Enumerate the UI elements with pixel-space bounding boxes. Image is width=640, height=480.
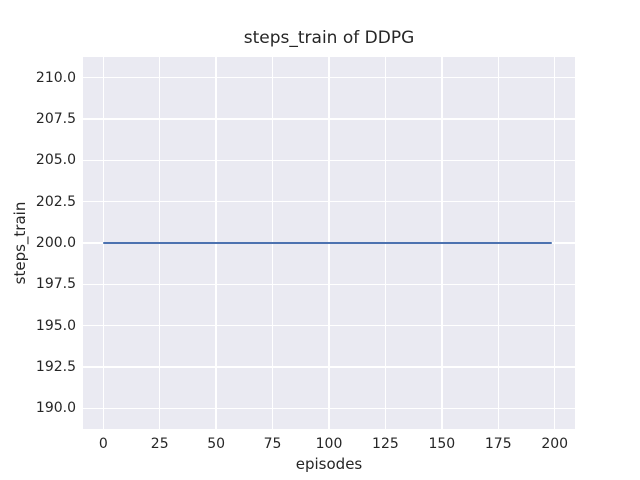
x-tick-label: 0 [98, 436, 108, 452]
chart-title: steps_train of DDPG [243, 28, 415, 48]
y-tick-label: 200.0 [35, 235, 76, 251]
plot-area [83, 57, 575, 429]
y-tick-label: 192.5 [35, 359, 76, 375]
x-tick-label: 200 [541, 436, 569, 452]
x-tick-label: 75 [263, 436, 282, 452]
x-tick-label: 25 [150, 436, 169, 452]
y-tick-label: 202.5 [35, 193, 76, 210]
x-tick-label: 125 [372, 436, 399, 452]
x-tick-label: 100 [315, 436, 343, 452]
y-tick-label: 205.0 [35, 152, 76, 169]
y-tick-label: 190.0 [35, 400, 76, 417]
y-tick-label: 207.5 [35, 111, 76, 127]
y-tick-label: 195.0 [35, 317, 76, 334]
x-gridline [553, 57, 556, 429]
y-axis-label: steps_train [11, 201, 29, 285]
y-tick-label: 210.0 [35, 69, 76, 86]
x-axis-label: episodes [295, 455, 363, 473]
series-line-steps_train [103, 241, 553, 245]
x-tick-label: 175 [484, 436, 512, 452]
x-tick-label: 50 [207, 436, 226, 452]
x-tick-label: 150 [428, 436, 456, 452]
y-tick-label: 197.5 [35, 276, 76, 293]
